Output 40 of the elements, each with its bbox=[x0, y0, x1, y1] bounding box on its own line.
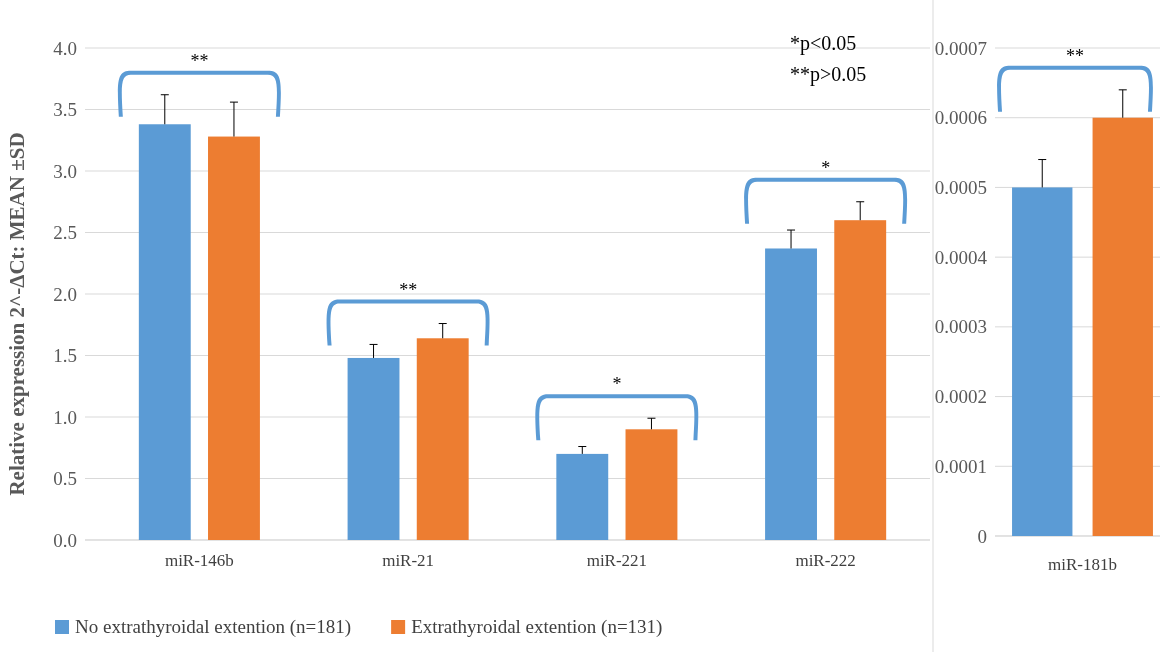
y-tick-label: 0.0001 bbox=[934, 455, 987, 477]
annotation: ** bbox=[190, 50, 209, 71]
y-tick-label: 1.0 bbox=[53, 406, 77, 428]
y-tick-label: 0.0004 bbox=[934, 246, 988, 268]
annotation: ** bbox=[1066, 45, 1084, 66]
bar bbox=[625, 429, 678, 540]
x-tick-label: miR-146b bbox=[164, 551, 234, 571]
y-tick-label: 0 bbox=[977, 525, 987, 547]
annotation: **p>0.05 bbox=[790, 63, 867, 86]
annotation: * bbox=[821, 157, 831, 178]
y-tick-label: 0.0007 bbox=[934, 37, 987, 59]
x-tick-label: miR-222 bbox=[795, 551, 856, 571]
y-tick-label: 0.5 bbox=[53, 468, 77, 490]
legend-label: Extrathyroidal extention (n=131) bbox=[411, 616, 663, 638]
y-tick-label: 3.5 bbox=[53, 99, 77, 121]
x-tick-label: miR-181b bbox=[1048, 555, 1117, 575]
y-tick-label: 0.0 bbox=[53, 529, 77, 551]
annotation: ** bbox=[399, 279, 418, 300]
bar bbox=[556, 453, 609, 540]
y-tick-label: 0.0003 bbox=[934, 316, 987, 338]
y-tick-label: 2.5 bbox=[53, 222, 77, 244]
x-tick-label: miR-221 bbox=[586, 551, 648, 571]
y-tick-label: 0.0005 bbox=[934, 177, 987, 199]
annotation: *p<0.05 bbox=[790, 32, 857, 55]
x-tick-label: miR-21 bbox=[382, 551, 435, 571]
bar bbox=[347, 357, 400, 540]
y-tick-label: 2.0 bbox=[53, 283, 77, 305]
y-tick-label: 0.0002 bbox=[934, 386, 987, 408]
bar bbox=[416, 338, 469, 540]
bar bbox=[208, 136, 260, 540]
y-tick-label: 0.0006 bbox=[934, 107, 987, 129]
y-axis-title: Relative expression 2^-ΔCt: MEAN ±SD bbox=[5, 132, 29, 496]
annotation: * bbox=[612, 374, 622, 395]
bar bbox=[834, 220, 887, 540]
y-tick-label: 3.0 bbox=[53, 160, 77, 182]
bar bbox=[765, 248, 817, 540]
y-tick-label: 1.5 bbox=[53, 345, 77, 367]
legend-label: No extrathyroidal extention (n=181) bbox=[75, 616, 352, 638]
y-tick-label: 4.0 bbox=[53, 37, 77, 59]
bar bbox=[138, 124, 191, 540]
